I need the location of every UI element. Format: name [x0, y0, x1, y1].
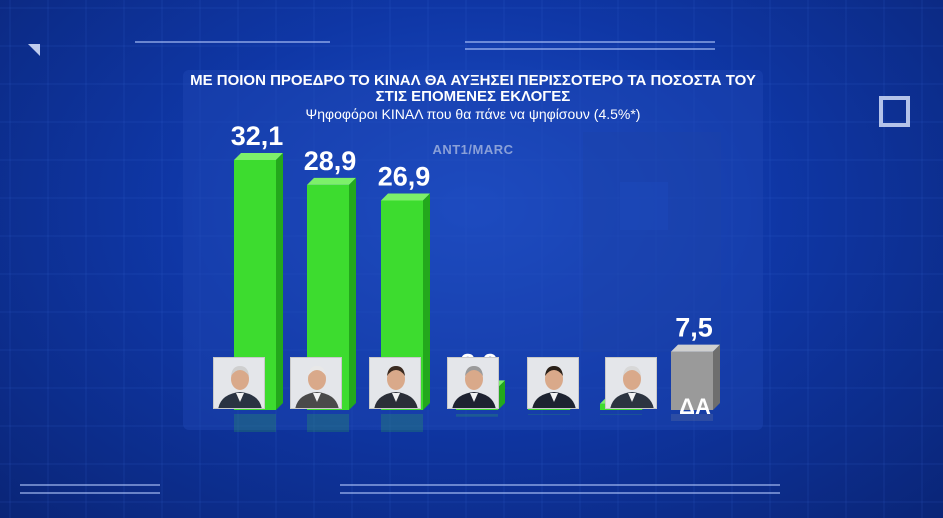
bar-reflection	[381, 414, 423, 432]
value-label-1: 32,1	[231, 121, 284, 151]
bar-7	[671, 344, 720, 422]
chart-source: ANT1/MARC	[432, 142, 514, 157]
candidate-photo-5	[527, 357, 579, 409]
value-label-2: 28,9	[304, 146, 357, 176]
candidate-photo-4	[447, 357, 499, 409]
bar-reflection	[234, 414, 276, 432]
bar-side	[423, 193, 430, 410]
candidate-photo-6	[605, 357, 657, 409]
bar-reflection	[307, 414, 349, 432]
bar-side	[349, 177, 356, 410]
bar-top	[307, 177, 356, 185]
category-label-7: ΔΑ	[679, 394, 711, 419]
candidate-photo-1	[213, 357, 265, 409]
bar-top	[234, 153, 283, 160]
bar-side	[498, 380, 505, 410]
bar-reflection	[528, 414, 570, 415]
bar-reflection	[456, 414, 498, 417]
candidate-photo-3	[369, 357, 421, 409]
bar-reflection	[600, 414, 642, 415]
chart-subtitle: Ψηφοφόροι ΚΙΝΑΛ που θα πάνε να ψηφίσουν …	[305, 106, 641, 122]
chart-title: ΜΕ ΠΟΙΟΝ ΠΡΟΕΔΡΟ ΤΟ ΚΙΝΑΛ ΘΑ ΑΥΞΗΣΕΙ ΠΕΡ…	[190, 72, 756, 105]
bar-reflection	[671, 414, 713, 422]
candidate-photo-2	[290, 357, 342, 409]
bar-top	[381, 193, 430, 201]
value-label-3: 26,9	[378, 161, 431, 191]
bar-side	[713, 344, 720, 410]
bar-top	[671, 344, 720, 352]
bar-face	[671, 351, 713, 410]
bar-side	[276, 153, 283, 410]
value-label-7: 7,5	[675, 313, 713, 343]
